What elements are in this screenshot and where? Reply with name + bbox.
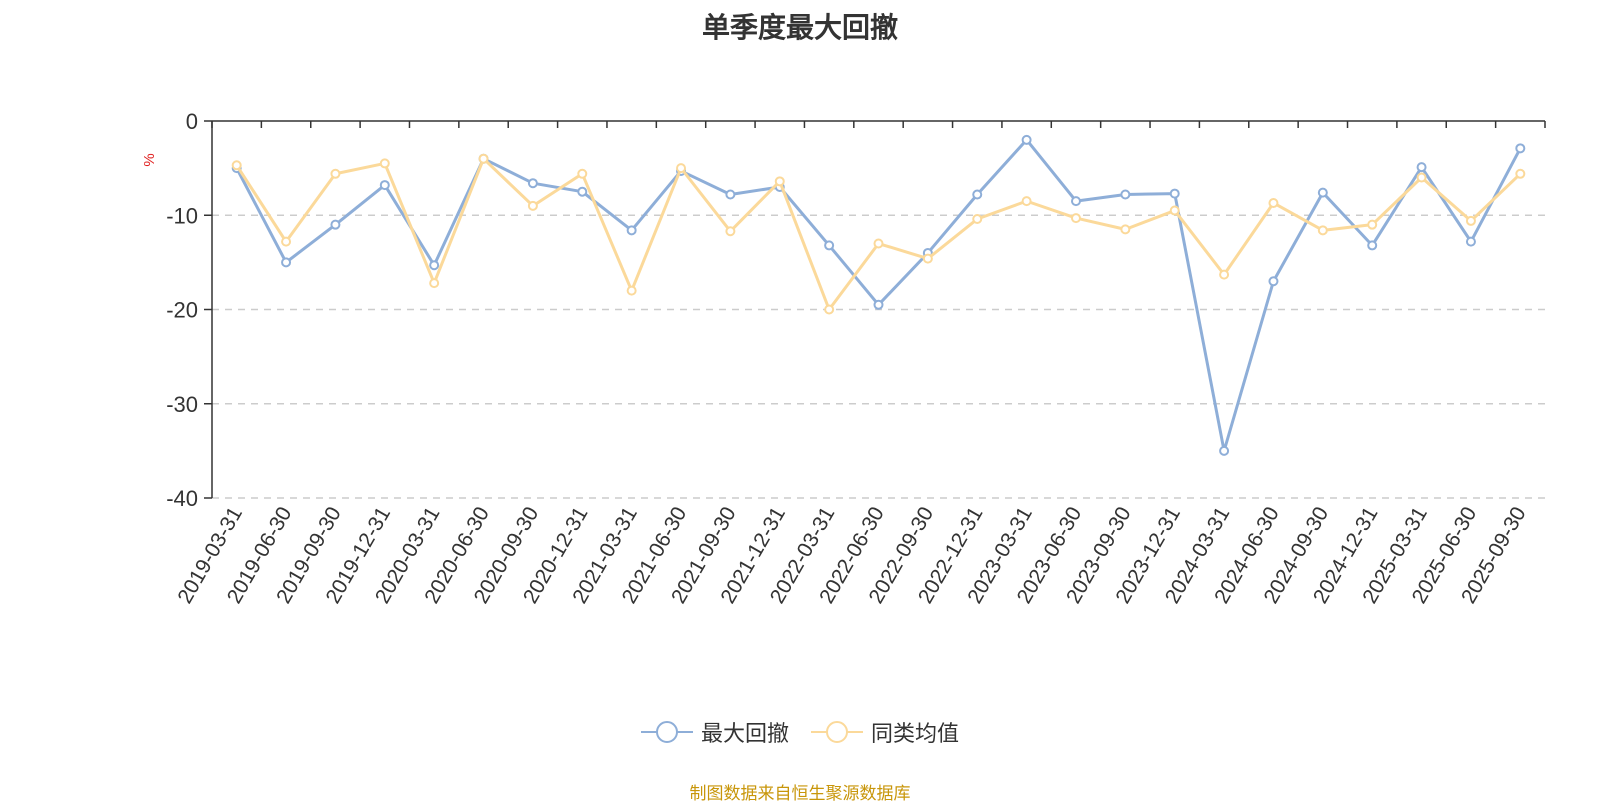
data-point <box>281 257 292 268</box>
data-point <box>824 240 835 251</box>
y-axis-label: % <box>141 153 158 166</box>
data-point <box>1219 445 1230 456</box>
legend-label: 同类均值 <box>871 722 960 747</box>
data-point <box>1169 188 1180 199</box>
data-point <box>577 168 588 179</box>
y-tick-label: -20 <box>166 298 198 323</box>
legend-item-peer-average[interactable]: 同类均值 <box>811 716 959 748</box>
data-point <box>873 238 884 249</box>
data-point <box>922 253 933 264</box>
data-point <box>626 285 637 296</box>
y-tick-label: -30 <box>166 392 198 417</box>
legend: 最大回撤 同类均值 <box>0 716 1600 748</box>
data-point <box>1416 172 1427 183</box>
data-point <box>725 189 736 200</box>
data-point <box>1465 236 1476 247</box>
legend-swatch-icon <box>811 721 863 743</box>
series-line <box>235 157 1522 311</box>
data-point <box>626 225 637 236</box>
legend-swatch-icon <box>640 721 693 743</box>
data-point <box>478 153 489 164</box>
data-point <box>330 168 341 179</box>
y-tick-label: -40 <box>166 486 198 511</box>
data-point <box>379 180 390 191</box>
data-point <box>1070 213 1081 224</box>
data-point <box>725 226 736 237</box>
legend-item-max-drawdown[interactable]: 最大回撤 <box>640 716 789 748</box>
data-point <box>577 186 588 197</box>
data-point <box>972 189 983 200</box>
chart-title: 单季度最大回撤 <box>701 11 898 44</box>
data-point <box>231 160 242 171</box>
data-point <box>330 219 341 230</box>
data-point <box>676 163 687 174</box>
data-point <box>1219 269 1230 280</box>
data-point <box>1268 276 1279 287</box>
axes: 0-10-20-30-402019-03-312019-06-302019-09… <box>166 109 1546 608</box>
series-lines <box>231 134 1526 456</box>
data-point <box>1465 215 1476 226</box>
data-point <box>1367 240 1378 251</box>
series-0 <box>231 134 1526 456</box>
source-note: 制图数据来自恒生聚源数据库 <box>689 784 911 804</box>
data-point <box>1120 224 1131 235</box>
line-chart: 0-10-20-30-402019-03-312019-06-302019-09… <box>141 109 1546 608</box>
data-point <box>1367 219 1378 230</box>
data-point <box>873 299 884 310</box>
data-point <box>429 260 440 271</box>
data-point <box>429 278 440 289</box>
data-point <box>1120 189 1131 200</box>
data-point <box>1070 196 1081 207</box>
legend-label: 最大回撤 <box>700 722 789 747</box>
data-point <box>1515 143 1526 154</box>
data-point <box>1021 134 1032 145</box>
data-point <box>1317 187 1328 198</box>
data-point <box>1515 168 1526 179</box>
y-tick-label: 0 <box>186 109 198 134</box>
data-point <box>527 200 538 211</box>
data-point <box>824 304 835 315</box>
y-tick-label: -10 <box>166 203 198 228</box>
data-point <box>1169 205 1180 216</box>
data-point <box>1416 162 1427 173</box>
data-point <box>1021 196 1032 207</box>
data-point <box>1268 197 1279 208</box>
data-point <box>379 158 390 169</box>
data-point <box>1317 225 1328 236</box>
data-point <box>527 178 538 189</box>
series-1 <box>231 153 1526 315</box>
data-point <box>972 214 983 225</box>
data-point <box>774 176 785 187</box>
grid-lines <box>212 214 1545 499</box>
data-point <box>281 236 292 247</box>
